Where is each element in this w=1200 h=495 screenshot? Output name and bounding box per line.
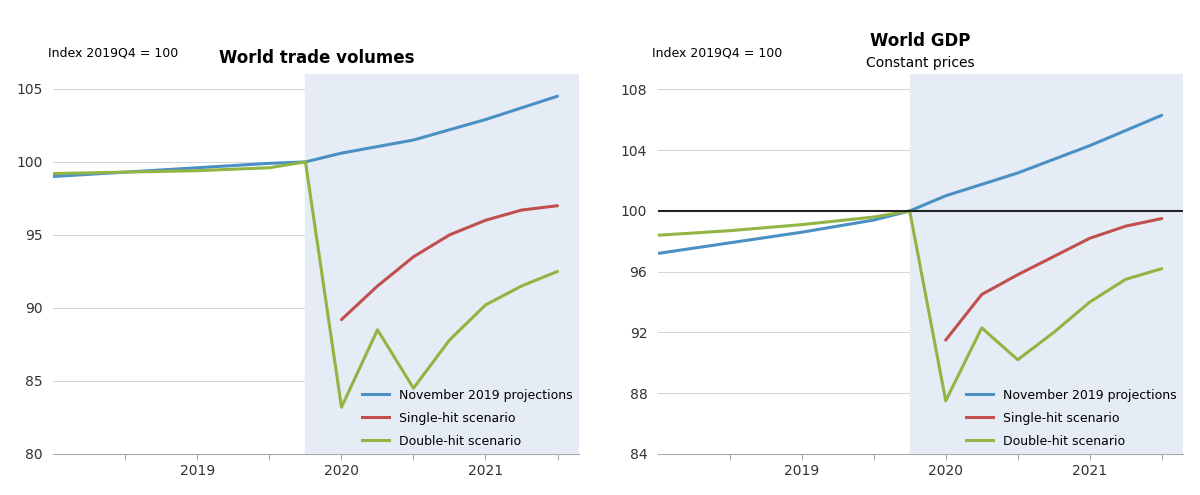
Text: Constant prices: Constant prices	[866, 56, 974, 70]
Bar	[910, 74, 1183, 454]
Text: World GDP: World GDP	[870, 32, 971, 50]
Legend: November 2019 projections, Single-hit scenario, Double-hit scenario: November 2019 projections, Single-hit sc…	[361, 389, 572, 447]
Title: World trade volumes: World trade volumes	[218, 49, 414, 67]
Text: Index 2019Q4 = 100: Index 2019Q4 = 100	[653, 46, 782, 59]
Text: Index 2019Q4 = 100: Index 2019Q4 = 100	[48, 46, 179, 59]
Bar	[306, 74, 580, 454]
Legend: November 2019 projections, Single-hit scenario, Double-hit scenario: November 2019 projections, Single-hit sc…	[966, 389, 1177, 447]
